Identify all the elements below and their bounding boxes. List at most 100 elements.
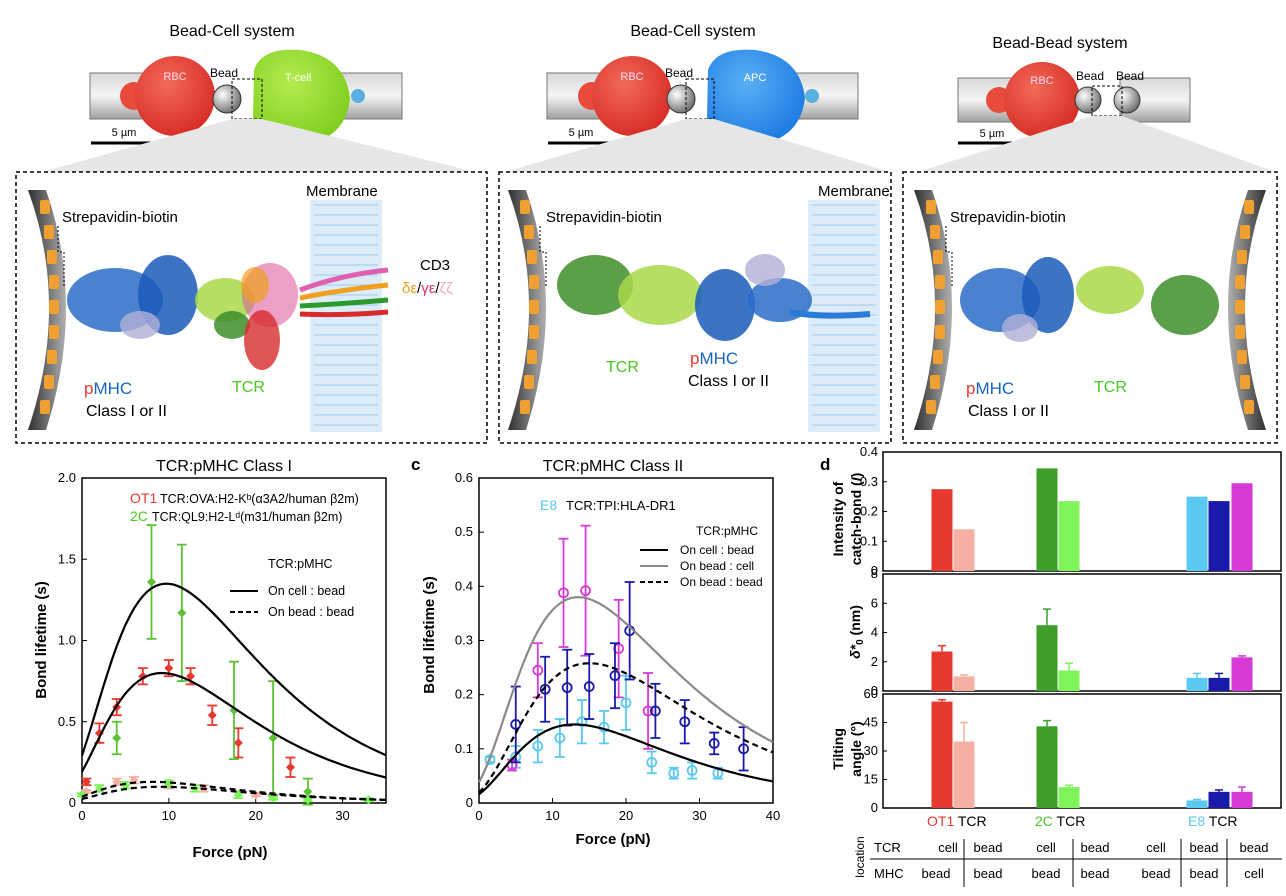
chart-c-ytick-label: 0.5 (455, 524, 473, 539)
mhc-location-cell: bead (1190, 866, 1219, 881)
chart-b-ytick-label: 0 (69, 795, 76, 810)
chart-d-intensity-bar (1036, 468, 1058, 571)
chart-d-tilt-bar (1186, 800, 1208, 808)
chart-b-2c-cell-point (112, 733, 122, 743)
legend-b-title: TCR:pMHC (268, 557, 333, 571)
setup-panel-3: Bead-Bead system RBC Bead Bead 5 µm (918, 35, 1275, 172)
chart-d-tilt-bar (931, 701, 953, 808)
legend-2c-name: 2C (130, 508, 148, 524)
chart-d-delta-ytick-label: 2 (871, 654, 878, 669)
svg-text:RBC: RBC (620, 71, 643, 83)
tcr-location-cell: bead (1240, 840, 1269, 855)
chart-b-ot1-cell-point (233, 738, 243, 748)
chart-c-e8-bead-bead-point (510, 719, 522, 730)
chart-b-ytick-label: 2.0 (58, 470, 76, 485)
chart-b-ytick-label: 0.5 (58, 714, 76, 729)
svg-text:On bead : bead: On bead : bead (680, 575, 763, 589)
chart-b-fit-2 (81, 780, 387, 801)
legend-e8-name: E8 (540, 497, 557, 513)
svg-text:Class I or II: Class I or II (86, 403, 167, 420)
mhc-location-cell: bead (1142, 866, 1171, 881)
chart-c-e8-bead-bead-point (583, 681, 595, 692)
chart-d-bars: d Intensity of catch-bond (I) δ*0 (nm) T… (820, 455, 1282, 887)
svg-text:E8 TCR: E8 TCR (1188, 813, 1238, 829)
svg-text:OT1 TCR: OT1 TCR (927, 813, 987, 829)
tcr-location-cell: bead (1081, 840, 1110, 855)
tcr-location-cell: bead (1190, 840, 1219, 855)
svg-text:pMHC: pMHC (966, 379, 1014, 398)
chart-c-fit-2 (478, 662, 774, 794)
chart-c-e8-bead-bead-point (738, 743, 749, 755)
chart-c-ytick-label: 0 (466, 795, 473, 810)
chart-c-title: TCR:pMHC Class II (543, 458, 683, 475)
chart-d-tilt-ytick-label: 30 (864, 743, 878, 758)
t-cell (253, 49, 350, 145)
svg-text:TCR: TCR (874, 840, 901, 855)
chart-d-intensity-ytick-label: 0.3 (860, 474, 878, 489)
mhc-location-cell: bead (974, 866, 1003, 881)
chart-d-delta-ytick-label: 6 (871, 595, 878, 610)
svg-text:Membrane: Membrane (818, 183, 890, 200)
chart-d-intensity-bar (1186, 496, 1208, 571)
svg-text:Intensity of: Intensity of (830, 481, 846, 556)
chart-c-e8-cell-bead-point (576, 716, 588, 728)
svg-text:5 µm: 5 µm (569, 127, 594, 139)
legend-ot1-desc: TCR:OVA:H2-Kᵇ(α3A2/human β2m) (160, 492, 359, 506)
tcr-location-cell: cell (1146, 840, 1166, 855)
chart-b-title: TCR:pMHC Class I (156, 458, 292, 475)
chart-d-tilt-bar (1208, 791, 1230, 808)
chart-d-delta-bar (1186, 677, 1208, 691)
svg-text:Strepavidin-biotin: Strepavidin-biotin (62, 209, 178, 226)
setup-panel-1: Bead-Cell system RBC Bead T-cell 5 µm (42, 23, 475, 172)
svg-text:CD3: CD3 (420, 257, 450, 274)
chart-b-ot1-cell-point (207, 710, 217, 720)
chart-c-e8-bead-bead-point (539, 683, 551, 695)
chart-c-e8-cell-bead-point (668, 767, 680, 779)
svg-text:Class I or II: Class I or II (688, 373, 769, 390)
zoom-box-3: Strepavidin-biotin pMHC Class I or II TC… (902, 171, 1278, 444)
chart-c-e8-bead-bead-point (609, 670, 621, 682)
chart-c-e8-bead-cell-point (532, 664, 544, 676)
chart-d-delta-bar (1058, 670, 1080, 691)
chart-b-xtick-label: 20 (248, 808, 262, 823)
chart-d-intensity-ytick-label: 0.1 (860, 533, 878, 548)
chart-c-e8-cell-bead-point (532, 740, 544, 752)
apc-cell (707, 49, 805, 145)
tcr-location-cell: cell (1036, 840, 1056, 855)
chart-c-xtick-label: 0 (475, 808, 482, 823)
panel1-title: Bead-Cell system (169, 23, 294, 40)
chart-b-ylabel: Bond lifetime (s) (33, 581, 50, 699)
chart-c-e8-bead-bead-point (561, 682, 573, 694)
chart-d-tilt-bar (1231, 791, 1253, 808)
svg-text:MHC: MHC (874, 866, 904, 881)
chart-d-intensity-ytick-label: 0.2 (860, 504, 878, 519)
chart-b-2c-bead-point (120, 780, 130, 790)
chart-d-delta-bar (953, 676, 975, 691)
chart-c-e8-bead-cell-point (642, 705, 654, 717)
chart-b-2c-bead-point (268, 793, 278, 803)
svg-text:APC: APC (744, 72, 767, 84)
chart-b-2c-cell-point (146, 577, 156, 587)
svg-text:TCR: TCR (606, 359, 639, 376)
chart-c-fit-0 (478, 723, 774, 796)
bead-label-1: Bead (210, 66, 238, 80)
mhc-location-cell: bead (1032, 866, 1061, 881)
chart-d-delta-bar (1208, 677, 1230, 691)
chart-d-tilt-ytick-label: 15 (864, 772, 878, 787)
mhc-location-cell: bead (922, 866, 951, 881)
chart-d-tilt-ytick-label: 60 (864, 686, 878, 701)
svg-text:On bead : cell: On bead : cell (680, 559, 754, 573)
chart-d-intensity-bar (1231, 483, 1253, 571)
panel-label-d: d (820, 455, 830, 474)
chart-b-2c-bead-point (364, 795, 374, 805)
chart-d-delta-bar (1036, 625, 1058, 691)
chart-d-tilt-bar (953, 741, 975, 808)
svg-text:Bead: Bead (1076, 69, 1104, 83)
scale-label-1: 5 µm (112, 127, 137, 139)
svg-text:location: location (853, 836, 867, 877)
chart-c-e8-cell-bead-point (620, 697, 632, 709)
chart-b-xtick-label: 0 (78, 808, 85, 823)
chart-d-delta-ytick-label: 4 (871, 625, 878, 640)
chart-b-ytick-label: 1.0 (58, 633, 76, 648)
chart-b-ot1-bead-point (112, 777, 122, 787)
